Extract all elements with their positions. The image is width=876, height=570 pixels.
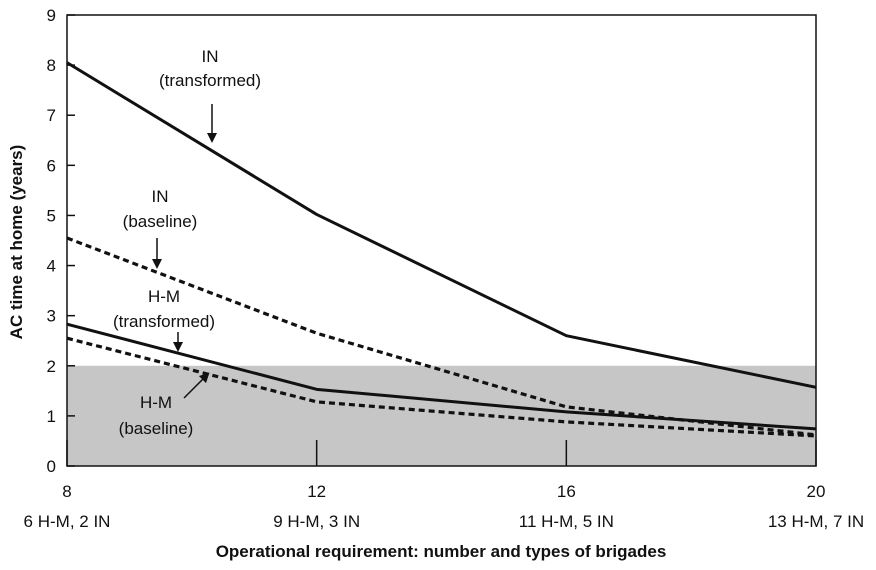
annotation-hm-baseline-line2: (baseline) [119, 419, 194, 438]
plot-frame [66, 14, 817, 467]
x-tick-label: 12 [307, 482, 326, 501]
y-tick-label: 4 [47, 257, 56, 276]
annotation-hm-transformed-line2: (transformed) [113, 312, 215, 331]
annotation-in-transformed: IN (transformed) [159, 47, 261, 143]
annotation-hm-baseline: H-M (baseline) [119, 372, 210, 438]
annotation-in-baseline-line2: (baseline) [123, 212, 198, 231]
x-tick-sublabel: 13 H-M, 7 IN [768, 512, 864, 531]
x-axis: 8 6 H-M, 2 IN 12 9 H-M, 3 IN 16 11 H-M, 5 IN 2… [24, 440, 864, 531]
series-line-3 [66, 336, 817, 438]
y-tick-label: 7 [47, 106, 56, 125]
annotation-in-baseline-line1: IN [152, 187, 169, 206]
x-axis-title: Operational requirement: number and type… [216, 542, 667, 561]
y-tick-label: 8 [47, 56, 56, 75]
series-line-0 [66, 61, 817, 389]
x-tick-label: 8 [62, 482, 71, 501]
annotation-hm-transformed-line1: H-M [148, 287, 180, 306]
y-tick-label: 3 [47, 307, 56, 326]
annotation-in-baseline: IN (baseline) [123, 187, 198, 269]
annotation-in-transformed-line2: (transformed) [159, 71, 261, 90]
x-tick-sublabel: 9 H-M, 3 IN [273, 512, 360, 531]
y-tick-label: 1 [47, 407, 56, 426]
annotation-in-transformed-line1: IN [202, 47, 219, 66]
y-tick-label: 9 [47, 6, 56, 25]
x-tick-label: 20 [807, 482, 826, 501]
series-line-2 [66, 322, 817, 431]
x-tick-label: 16 [557, 482, 576, 501]
annotation-hm-transformed: H-M (transformed) [113, 287, 215, 352]
annotation-hm-baseline-line1: H-M [140, 393, 172, 412]
series-layer [66, 61, 817, 438]
x-tick-sublabel: 6 H-M, 2 IN [24, 512, 111, 531]
y-tick-label: 0 [47, 457, 56, 476]
x-tick-sublabel: 11 H-M, 5 IN [519, 512, 614, 531]
y-tick-label: 2 [47, 357, 56, 376]
y-axis: 0 1 2 3 4 5 6 7 8 9 [47, 6, 75, 476]
y-tick-label: 6 [47, 156, 56, 175]
arrow-icon [183, 372, 210, 399]
shaded-region [67, 365, 816, 466]
y-tick-label: 5 [47, 206, 56, 225]
y-axis-title: AC time at home (years) [7, 145, 26, 340]
